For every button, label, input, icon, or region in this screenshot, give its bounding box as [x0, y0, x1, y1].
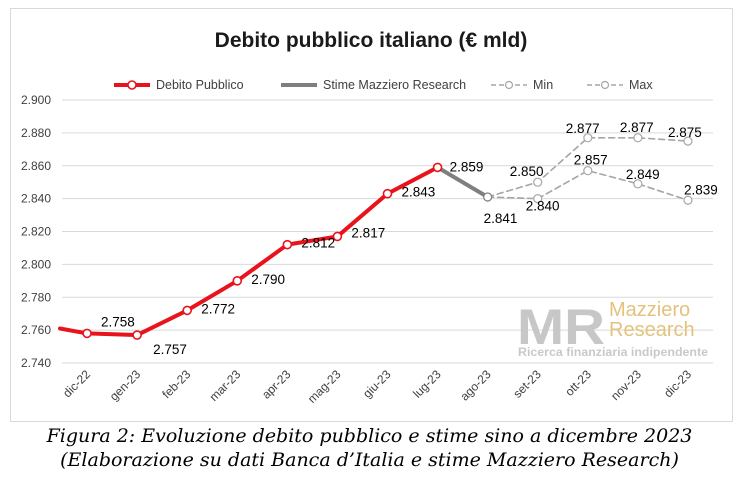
- x-tick-label: gen-23: [107, 367, 144, 404]
- data-label: 2.817: [351, 225, 385, 240]
- data-point: [82, 328, 92, 339]
- data-point: [483, 192, 493, 202]
- y-tick-label: 2.760: [21, 323, 51, 337]
- data-label: 2.758: [101, 314, 135, 329]
- x-tick-label: ago-23: [457, 367, 494, 404]
- data-point: [633, 179, 643, 189]
- x-tick-label: ott-23: [562, 367, 594, 399]
- series-line-max: [486, 137, 689, 198]
- data-label: 2.841: [484, 211, 518, 226]
- data-label: 2.875: [668, 125, 702, 140]
- caption-line-2: (Elaborazione su dati Banca d’Italia e s…: [60, 449, 679, 471]
- data-point: [132, 330, 142, 340]
- data-point: [232, 276, 243, 286]
- data-point: [683, 136, 693, 146]
- figure-caption: Figura 2: Evoluzione debito pubblico e s…: [0, 424, 739, 472]
- y-tick-label: 2.780: [21, 290, 51, 304]
- data-point: [533, 177, 543, 187]
- y-tick-label: 2.900: [21, 93, 51, 107]
- data-point: [583, 166, 593, 176]
- chart-title: Debito pubblico italiano (€ mld): [215, 29, 528, 52]
- data-point: [583, 133, 593, 143]
- data-label: 2.839: [684, 182, 718, 197]
- legend-swatch-marker: [504, 80, 514, 90]
- y-tick-label: 2.740: [21, 356, 51, 370]
- data-point: [382, 188, 393, 199]
- data-point: [282, 239, 293, 250]
- x-tick-label: giu-23: [360, 367, 394, 401]
- x-tick-label: set-23: [510, 367, 544, 401]
- data-label: 2.877: [620, 120, 654, 135]
- y-tick-label: 2.860: [21, 159, 51, 173]
- data-label: 2.849: [626, 167, 660, 182]
- series-line-min: [486, 169, 689, 202]
- legend-label: Max: [629, 78, 653, 92]
- logo-mark: MR: [517, 299, 605, 355]
- data-label: 2.877: [566, 121, 600, 136]
- caption-line-1: Figura 2: Evoluzione debito pubblico e s…: [46, 425, 693, 447]
- y-tick-label: 2.800: [21, 257, 51, 271]
- logo-tagline: Ricerca finanziaria indipendente: [518, 347, 708, 359]
- x-tick-label: lug-23: [410, 367, 444, 401]
- y-tick-label: 2.880: [21, 126, 51, 140]
- x-tick-label: mar-23: [207, 367, 244, 404]
- data-label: 2.790: [251, 272, 285, 287]
- data-label: 2.843: [402, 185, 436, 200]
- x-tick-label: feb-23: [159, 367, 193, 401]
- legend-label: Min: [533, 78, 553, 92]
- x-tick-label: dic-22: [60, 367, 93, 400]
- data-label: 2.850: [510, 164, 544, 179]
- data-label: 2.857: [574, 153, 608, 168]
- legend-swatch-marker: [600, 80, 610, 90]
- data-point: [533, 194, 543, 204]
- legend-label: Stime Mazziero Research: [323, 78, 466, 92]
- line-chart: Debito pubblico italiano (€ mld) 2.740 2.7…: [21, 29, 718, 406]
- y-tick-label: 2.820: [21, 225, 51, 239]
- legend-swatch-marker: [127, 80, 137, 90]
- data-label: 2.840: [526, 199, 560, 214]
- data-label: 2.772: [201, 301, 235, 316]
- data-point: [432, 162, 443, 173]
- x-tick-label: apr-23: [259, 367, 294, 402]
- data-label: 2.859: [450, 159, 484, 174]
- logo-name-line1: Mazziero: [609, 299, 690, 321]
- y-tick-label: 2.840: [21, 192, 51, 206]
- series-line-stime-mazziero-research: [435, 165, 490, 199]
- series-line-debito-pubblico: [58, 165, 440, 338]
- x-tick-label: nov-23: [608, 367, 644, 403]
- data-label: 2.812: [301, 236, 335, 251]
- data-point: [182, 305, 192, 316]
- data-point: [633, 133, 643, 143]
- x-tick-label: mag-23: [305, 367, 344, 406]
- legend-label: Debito Pubblico: [156, 78, 244, 92]
- data-label: 2.757: [153, 342, 187, 357]
- logo-name-line2: Research: [609, 319, 695, 341]
- data-point: [683, 195, 693, 205]
- data-point: [332, 231, 343, 242]
- x-tick-label: dic-23: [661, 367, 694, 400]
- chart-container: Debito pubblico italiano (€ mld) 2.740 2.7…: [10, 8, 733, 422]
